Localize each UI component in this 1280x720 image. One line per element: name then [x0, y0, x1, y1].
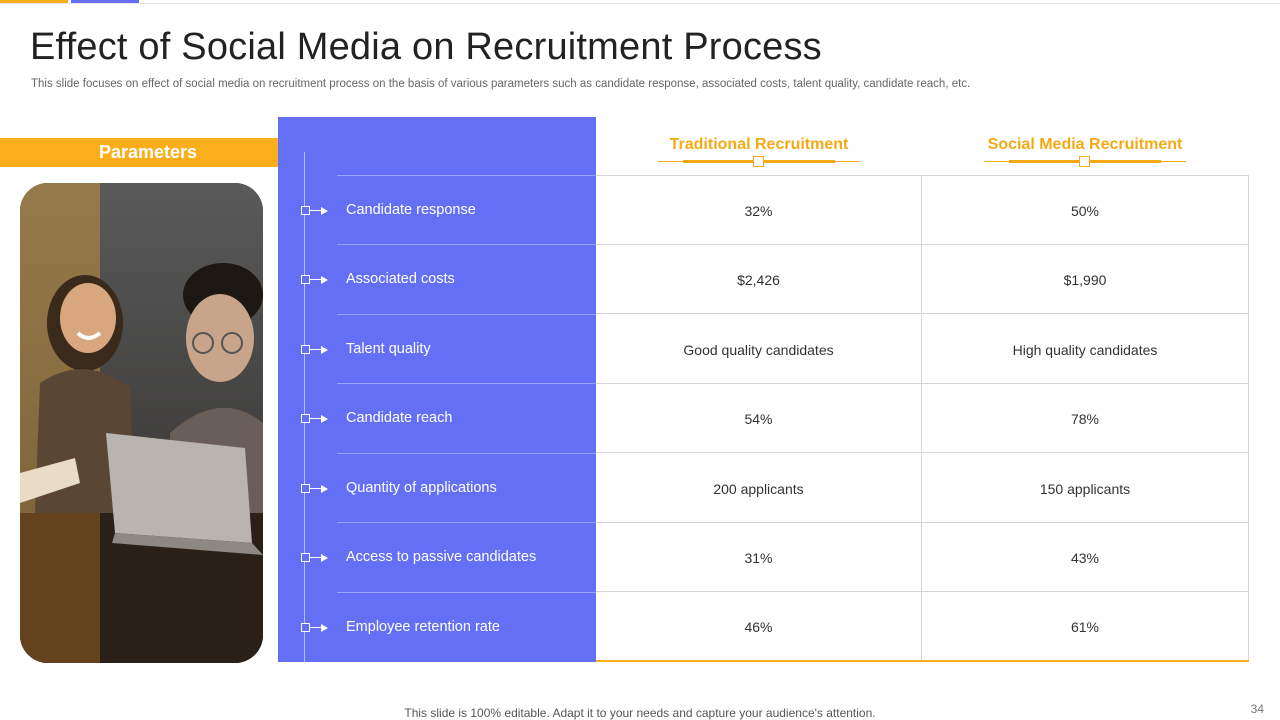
- page-number: 34: [1250, 702, 1264, 716]
- table-cell: 46%: [596, 592, 922, 661]
- table-bottom-rule: [596, 660, 1249, 662]
- parameter-label: Candidate reach: [337, 383, 596, 452]
- table-cell: 61%: [1070, 619, 1100, 635]
- top-accent-orange: [0, 0, 68, 4]
- row-marker-4: [301, 414, 331, 424]
- timeline-line: [304, 152, 305, 662]
- parameters-tab: Parameters: [0, 138, 296, 167]
- row-marker-2: [301, 275, 331, 285]
- header-square-icon: [753, 156, 764, 167]
- table-cell: 31%: [596, 523, 922, 592]
- footer-note: This slide is 100% editable. Adapt it to…: [0, 706, 1280, 720]
- table-cell: 43%: [922, 523, 1248, 592]
- slide-subtitle: This slide focuses on effect of social m…: [31, 78, 971, 90]
- parameter-label: Access to passive candidates: [337, 522, 596, 591]
- slide-title: Effect of Social Media on Recruitment Pr…: [30, 26, 822, 68]
- column-header-traditional: Traditional Recruitment: [669, 136, 849, 153]
- parameter-label: Associated costs: [337, 244, 596, 313]
- parameter-label: Quantity of applications: [337, 453, 596, 522]
- header-square-icon: [1079, 156, 1090, 167]
- table-cell: $1,990: [922, 245, 1248, 314]
- row-marker-6: [301, 553, 331, 563]
- table-cell: 200 applicants: [596, 454, 922, 523]
- table-cell: $2,426: [596, 245, 922, 314]
- table-cell: 54%: [596, 384, 922, 453]
- table-cell: High quality candidates: [922, 315, 1248, 384]
- row-marker-1: [301, 206, 331, 216]
- parameter-label: Employee retention rate: [337, 592, 596, 661]
- footer-text: This slide is 100% editable. Adapt it to…: [404, 706, 876, 720]
- parameters-panel: [278, 117, 596, 662]
- comparison-table: 32% 50% $2,426 $1,990 Good quality candi…: [596, 175, 1249, 661]
- top-divider: [0, 3, 1280, 4]
- team-photo: [20, 183, 263, 663]
- table-cell: 50%: [922, 176, 1248, 245]
- table-cell: 150 applicants: [922, 454, 1248, 523]
- table-cell: 78%: [922, 384, 1248, 453]
- table-cell: Good quality candidates: [596, 315, 922, 384]
- column-header-social: Social Media Recruitment: [987, 136, 1183, 153]
- row-marker-5: [301, 484, 331, 494]
- top-accent-blue: [71, 0, 139, 4]
- row-marker-7: [301, 623, 331, 633]
- parameter-label: Candidate response: [337, 175, 596, 244]
- parameter-label: Talent quality: [337, 314, 596, 383]
- row-marker-3: [301, 345, 331, 355]
- table-cell: 32%: [596, 176, 922, 245]
